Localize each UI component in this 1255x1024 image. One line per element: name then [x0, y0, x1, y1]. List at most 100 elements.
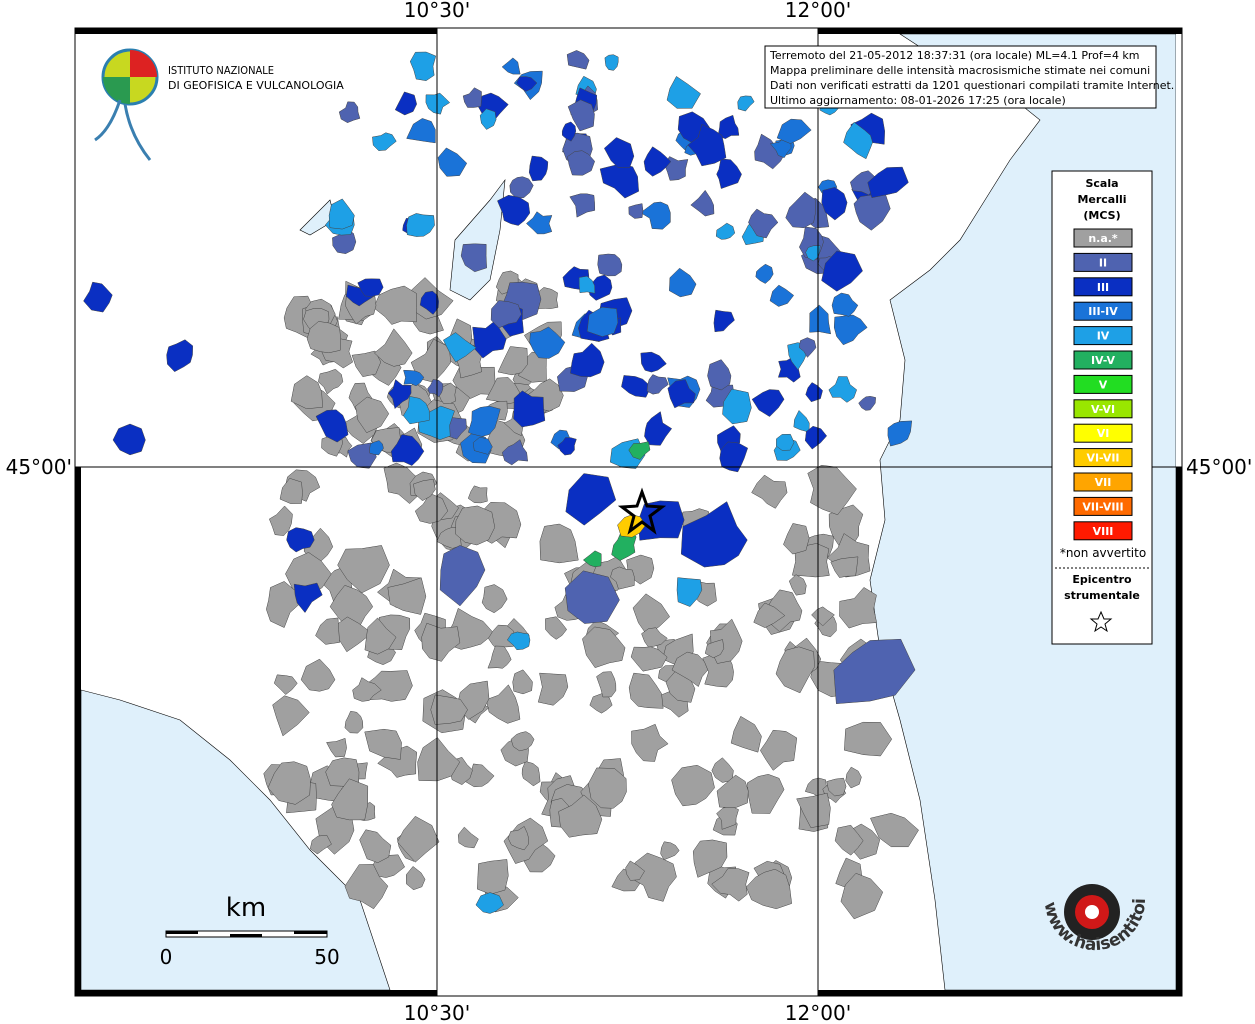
municipality: [775, 646, 815, 694]
municipality: [442, 332, 477, 363]
municipality: [347, 442, 377, 469]
municipality: [628, 441, 651, 460]
municipality: [387, 577, 427, 615]
municipality: [821, 187, 848, 221]
municipality: [630, 646, 668, 672]
municipality: [359, 829, 392, 863]
municipality: [417, 737, 461, 782]
municipality: [844, 721, 893, 757]
municipality: [692, 839, 728, 878]
municipality: [753, 602, 786, 628]
municipality: [439, 545, 486, 607]
municipality: [831, 292, 859, 317]
municipality: [166, 339, 193, 373]
municipality: [570, 342, 605, 378]
municipality: [776, 433, 795, 451]
municipality: [704, 639, 725, 659]
municipality: [403, 369, 425, 387]
municipality: [460, 243, 487, 273]
municipality: [485, 684, 521, 724]
info-line: Mappa preliminare delle intensità macros…: [770, 64, 1150, 77]
municipality: [477, 859, 509, 895]
legend-swatch: [1073, 252, 1133, 272]
legend-swatch: [1073, 496, 1133, 516]
legend-label: n.a.*: [1088, 232, 1118, 245]
axis-label: 45°00': [6, 455, 72, 479]
municipality: [760, 729, 798, 771]
legend-title: Scala: [1085, 177, 1118, 190]
municipality: [272, 695, 310, 737]
municipality: [870, 812, 919, 848]
municipality: [566, 50, 590, 70]
municipality: [481, 584, 508, 614]
municipality: [318, 368, 344, 395]
municipality: [737, 95, 755, 112]
municipality: [840, 873, 884, 920]
map-body: [81, 34, 1176, 990]
municipality: [843, 121, 873, 160]
municipality: [769, 284, 795, 307]
municipality: [660, 841, 680, 861]
municipality: [804, 425, 828, 450]
municipality: [687, 124, 727, 167]
municipality: [331, 778, 369, 821]
municipality: [643, 146, 672, 177]
legend-epicenter: Epicentro: [1072, 573, 1132, 586]
municipality: [406, 118, 436, 144]
axis-label: 10°30': [404, 0, 470, 22]
municipality: [369, 440, 384, 456]
legend-star: [1089, 610, 1113, 633]
legend-label: VI: [1097, 427, 1110, 440]
municipality: [565, 473, 617, 526]
municipality: [290, 375, 323, 410]
municipality: [578, 275, 596, 294]
municipality: [796, 792, 831, 828]
municipality: [545, 616, 568, 640]
frame-bar: [818, 990, 1182, 996]
municipality: [364, 617, 397, 655]
municipality: [472, 436, 493, 455]
municipality: [437, 147, 468, 177]
municipality: [485, 377, 520, 405]
municipality: [309, 834, 332, 855]
municipality: [374, 328, 413, 367]
scale-bar-segment: [166, 931, 198, 934]
legend-swatch: [1073, 472, 1133, 492]
municipality: [406, 213, 435, 237]
municipality: [529, 326, 566, 359]
municipality: [586, 306, 619, 337]
municipality: [513, 390, 546, 428]
municipality: [582, 626, 626, 668]
municipality: [266, 581, 300, 628]
municipality: [539, 523, 579, 564]
municipality: [394, 91, 417, 116]
legend-title: Mercalli: [1077, 193, 1126, 206]
axis-label: 45°00': [1186, 455, 1252, 479]
municipality: [826, 777, 847, 797]
municipality: [628, 672, 664, 709]
municipality: [632, 593, 671, 636]
municipality: [425, 92, 451, 115]
municipality: [788, 574, 807, 596]
epicenter-star: [617, 487, 667, 535]
municipality: [355, 396, 390, 434]
municipality: [785, 191, 816, 229]
logo-segment: [130, 50, 157, 77]
municipality: [567, 99, 595, 132]
municipality: [286, 527, 315, 553]
municipality: [490, 300, 522, 329]
municipality: [351, 350, 382, 377]
municipality: [755, 263, 774, 284]
municipality: [667, 379, 696, 409]
municipality: [887, 420, 913, 447]
municipality: [671, 651, 709, 687]
municipality: [676, 577, 703, 607]
municipality: [807, 464, 857, 516]
municipality: [326, 737, 347, 758]
municipality: [419, 290, 439, 315]
municipality: [833, 314, 868, 346]
municipality: [315, 617, 340, 645]
municipality: [377, 745, 418, 778]
municipality: [715, 222, 736, 240]
